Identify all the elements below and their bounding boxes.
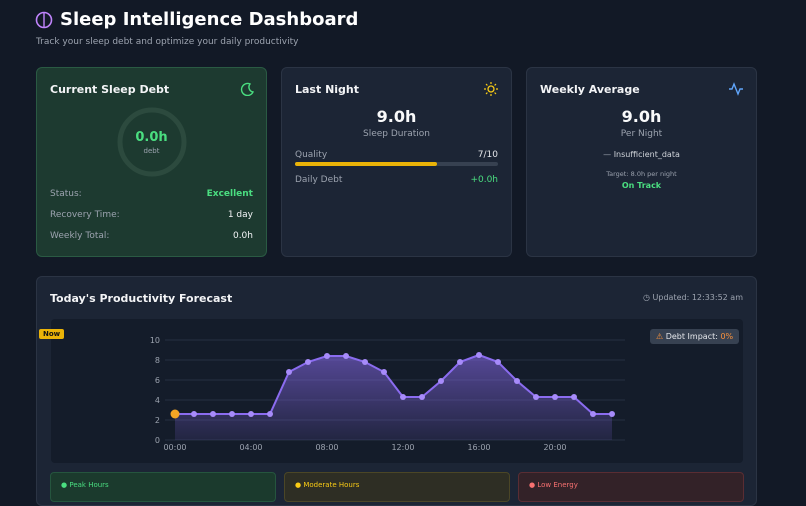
point: [324, 353, 330, 359]
point: [438, 378, 444, 384]
trend: — Insufficient_data: [603, 150, 680, 159]
point: [191, 411, 197, 417]
quality-track: [295, 162, 498, 166]
quality-bar: [295, 162, 438, 166]
impact-label: Debt Impact:: [665, 332, 718, 341]
quality-value: 7/10: [477, 150, 498, 160]
debt-ring: [117, 107, 187, 177]
point: [248, 411, 254, 417]
point: [267, 411, 273, 417]
forecast-title: Today's Productivity Forecast: [50, 292, 233, 305]
point: [571, 394, 577, 400]
weekly-card: Weekly Average 9.0h Per Night — Insuffic…: [526, 67, 757, 257]
moon-icon: [240, 82, 254, 96]
impact-value: 0%: [720, 332, 734, 341]
x-tick-label: 16:00: [467, 443, 490, 452]
point: [400, 394, 406, 400]
x-tick-label: 04:00: [239, 443, 262, 452]
y-tick-label: 4: [155, 396, 160, 405]
card-title: Weekly Average: [540, 83, 640, 96]
point: [381, 369, 387, 375]
point: [286, 369, 292, 375]
card-title: Last Night: [295, 83, 360, 96]
now-badge: Now: [39, 329, 65, 339]
y-tick-label: 0: [155, 436, 160, 445]
status: On Track: [621, 181, 662, 190]
card-title: Current Sleep Debt: [50, 83, 170, 96]
point: [457, 359, 463, 365]
quality-label: Quality: [295, 150, 328, 160]
last-night-card: Last Night 9.0h Sleep Duration Quality 7…: [281, 67, 512, 257]
legend-text: Peak Hours: [69, 481, 109, 489]
row-label: Weekly Total:: [50, 231, 110, 241]
point: [362, 359, 368, 365]
point: [495, 359, 501, 365]
point: [229, 411, 235, 417]
debt-card: Current Sleep Debt 0.0h debt Status: Exc…: [36, 67, 267, 257]
point: [419, 394, 425, 400]
debt-label: Daily Debt: [295, 175, 343, 185]
point: [552, 394, 558, 400]
point: [514, 378, 520, 384]
point: [210, 411, 216, 417]
x-tick-label: 12:00: [391, 443, 414, 452]
page: Sleep Intelligence Dashboard Track your …: [35, 9, 757, 506]
row-label: Recovery Time:: [50, 210, 120, 220]
debt-value: 0.0h: [135, 130, 168, 145]
forecast-line: [175, 353, 612, 415]
caption: Per Night: [620, 129, 663, 139]
row-label: Status:: [50, 189, 82, 199]
brain-icon: [35, 11, 53, 29]
chart: 0 2 4 6 8 10 00:00 04:00 08:00 12:00 16:00 20:00: [150, 336, 625, 452]
debt-value: +0.0h: [470, 175, 498, 185]
debt-unit: debt: [143, 147, 160, 155]
y-tick-label: 8: [155, 356, 160, 365]
target: Target: 8.0h per night: [606, 170, 677, 178]
point: [343, 353, 349, 359]
row-value: Excellent: [206, 189, 253, 199]
point: [590, 411, 596, 417]
weekly-value: 9.0h: [621, 107, 662, 126]
point: [476, 352, 482, 358]
impact-badge: ⚠ Debt Impact: 0%: [650, 329, 740, 344]
title: Sleep Intelligence Dashboard: [60, 9, 359, 30]
legend-text: Moderate Hours: [303, 481, 360, 489]
subtitle: Track your sleep debt and optimize your …: [36, 37, 299, 47]
point: [609, 411, 615, 417]
legend-text: Low Energy: [537, 481, 578, 489]
x-tick-label: 00:00: [163, 443, 186, 452]
y-tick-label: 6: [155, 376, 160, 385]
activity-icon: [729, 82, 743, 96]
point: [305, 359, 311, 365]
point: [533, 394, 539, 400]
trend-text: Insufficient_data: [613, 150, 680, 159]
x-tick-label: 08:00: [315, 443, 338, 452]
sleep-duration: 9.0h: [376, 107, 417, 126]
x-tick-label: 20:00: [543, 443, 566, 452]
caption: Sleep Duration: [363, 129, 430, 139]
row-value: 1 day: [227, 210, 253, 220]
y-tick-label: 2: [155, 416, 160, 425]
sun-icon: [484, 82, 498, 96]
point: [170, 409, 180, 419]
updated: ◷ Updated: 12:33:52 am: [643, 293, 743, 302]
updated-text: Updated: 12:33:52 am: [652, 293, 743, 302]
row-value: 0.0h: [232, 231, 253, 241]
y-tick-label: 10: [150, 336, 160, 345]
area-fill: [175, 355, 612, 440]
